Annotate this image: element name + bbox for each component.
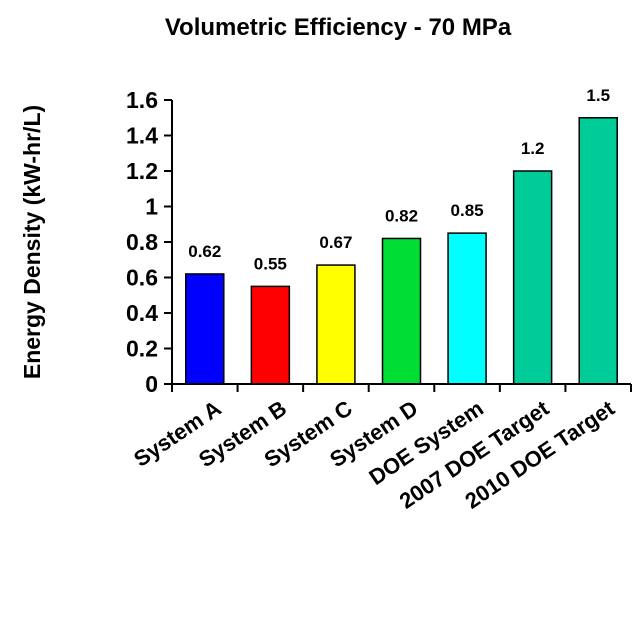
y-tick-label: 0.2 [126,336,158,362]
data-label: 0.82 [385,206,418,225]
data-label: 0.67 [319,233,352,252]
bar [578,117,618,385]
data-label: 1.2 [521,139,545,158]
bar [316,264,356,385]
y-tick-label: 0.4 [126,300,158,326]
bar [185,273,225,385]
data-label: 0.85 [451,201,484,220]
chart-title: Volumetric Efficiency - 70 MPa [165,14,512,41]
bar [447,232,487,385]
y-tick-label: 1.6 [126,87,158,113]
y-tick-label: 1.4 [126,123,158,149]
y-axis-ticks: 0 0.2 0.4 0.6 0.8 1 1.2 1.4 1.6 [126,87,172,397]
data-label: 1.5 [586,86,610,105]
bar [512,170,553,385]
bar [381,237,422,385]
data-label: 0.55 [254,254,287,273]
y-tick-label: 1.2 [126,158,158,184]
y-tick-label: 0 [145,371,158,397]
bars [185,117,618,385]
data-label: 0.62 [188,242,221,261]
y-tick-label: 1 [145,194,158,220]
y-tick-label: 0.6 [126,265,158,291]
bar [250,285,291,385]
y-tick-label: 0.8 [126,229,158,255]
y-axis-label: Energy Density (kW-hr/L) [19,105,45,379]
data-labels: 0.62 0.55 0.67 0.82 0.85 1.2 1.5 [188,86,610,274]
